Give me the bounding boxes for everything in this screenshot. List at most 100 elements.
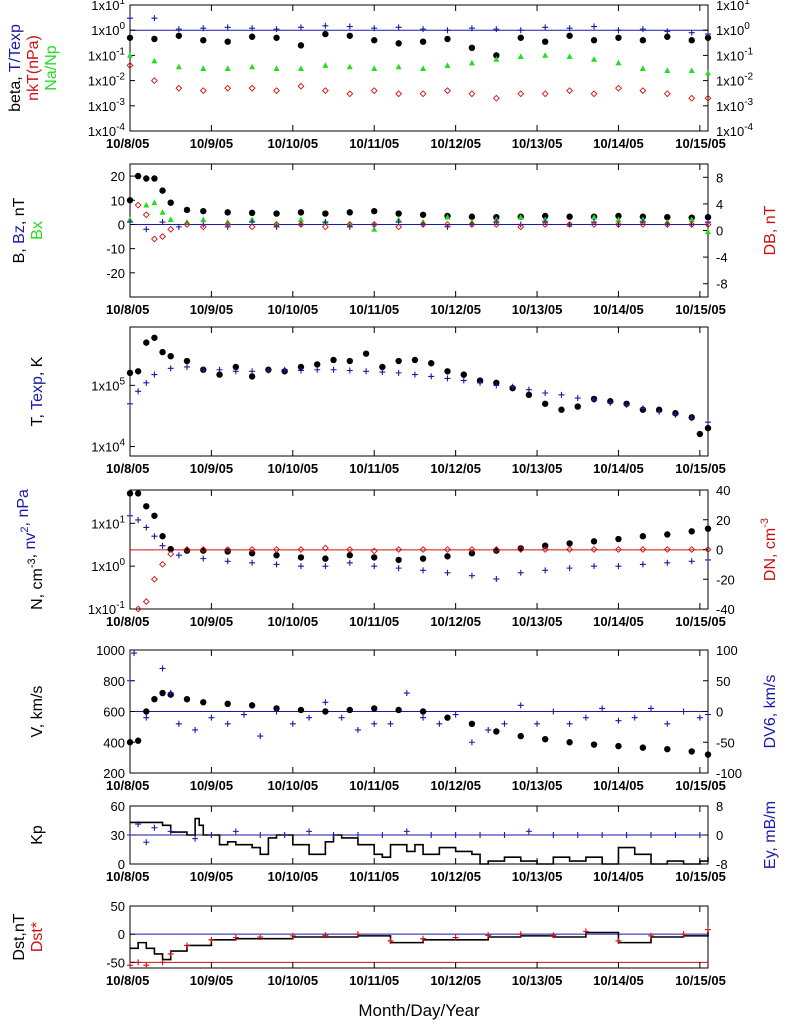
x-tick-label: 10/15/05 bbox=[675, 778, 726, 793]
x-tick-label: 10/9/05 bbox=[190, 973, 233, 988]
data-point bbox=[639, 87, 647, 95]
y-right-tick-label: 0 bbox=[716, 705, 723, 720]
data-point bbox=[200, 547, 207, 554]
data-point bbox=[485, 932, 492, 939]
data-point bbox=[517, 702, 524, 709]
series-blue bbox=[127, 512, 711, 583]
data-point bbox=[395, 556, 402, 564]
series-green bbox=[127, 52, 711, 76]
data-point bbox=[321, 223, 329, 231]
data-point bbox=[183, 206, 191, 214]
data-point bbox=[477, 832, 484, 838]
data-point bbox=[468, 739, 475, 746]
data-point bbox=[395, 357, 402, 365]
data-point bbox=[273, 26, 280, 33]
x-tick-label: 10/10/05 bbox=[268, 302, 319, 317]
data-point bbox=[257, 934, 264, 940]
data-point bbox=[143, 175, 150, 182]
data-point bbox=[199, 87, 207, 95]
y-tick-label: 1x10-2 bbox=[88, 72, 126, 89]
data-point bbox=[192, 835, 199, 842]
y-tick-label: 1x10-3 bbox=[88, 97, 126, 114]
data-point bbox=[493, 576, 500, 583]
data-point bbox=[696, 832, 703, 838]
data-point bbox=[468, 213, 476, 220]
data-point bbox=[151, 512, 158, 519]
data-point bbox=[321, 544, 329, 552]
data-point bbox=[183, 942, 190, 949]
data-point bbox=[492, 94, 500, 102]
data-point bbox=[639, 533, 647, 540]
data-point bbox=[183, 546, 191, 553]
data-point bbox=[297, 42, 305, 49]
y-right-tick-label: 0 bbox=[716, 224, 723, 239]
data-point bbox=[493, 56, 500, 62]
data-point bbox=[306, 828, 313, 835]
data-point bbox=[566, 25, 573, 32]
data-point bbox=[281, 366, 288, 373]
data-point bbox=[468, 221, 476, 228]
y-tick-label: -10 bbox=[106, 242, 125, 257]
data-point bbox=[183, 221, 191, 228]
y-axis-label-2: Bx bbox=[29, 221, 46, 240]
data-point bbox=[126, 369, 134, 377]
data-point bbox=[224, 546, 232, 553]
data-point bbox=[566, 546, 574, 553]
data-point bbox=[631, 714, 638, 721]
data-point bbox=[419, 221, 427, 228]
x-tick-label: 10/11/05 bbox=[349, 136, 399, 151]
y-tick-label: 1x105 bbox=[91, 376, 125, 393]
series-blue bbox=[127, 15, 711, 38]
x-tick-label: 10/15/05 bbox=[675, 136, 726, 151]
data-point bbox=[134, 490, 142, 497]
data-point bbox=[591, 56, 598, 62]
x-tick-label: 10/11/05 bbox=[349, 973, 399, 988]
x-tick-label: 10/9/05 bbox=[190, 778, 233, 793]
data-point bbox=[542, 567, 549, 574]
data-point bbox=[297, 706, 305, 714]
data-point bbox=[623, 401, 630, 408]
data-point bbox=[371, 25, 378, 32]
x-tick-label: 10/12/05 bbox=[430, 302, 481, 317]
data-point bbox=[248, 33, 256, 40]
data-point bbox=[663, 90, 671, 98]
data-point bbox=[159, 542, 166, 549]
data-point bbox=[151, 696, 158, 703]
data-point bbox=[639, 221, 647, 228]
data-point bbox=[134, 605, 142, 613]
data-point bbox=[249, 63, 256, 70]
x-tick-label: 10/9/05 bbox=[190, 461, 233, 476]
x-tick-label: 10/11/05 bbox=[349, 614, 399, 629]
data-point bbox=[143, 201, 150, 208]
data-point bbox=[248, 223, 256, 231]
data-point bbox=[273, 221, 280, 228]
data-point bbox=[444, 368, 451, 375]
data-point bbox=[541, 542, 549, 549]
data-point bbox=[541, 90, 549, 98]
x-tick-label: 10/15/05 bbox=[675, 869, 726, 884]
data-point bbox=[371, 554, 378, 561]
data-point bbox=[167, 690, 174, 697]
data-point bbox=[704, 34, 712, 41]
data-point bbox=[395, 63, 402, 70]
x-tick-label: 10/12/05 bbox=[430, 136, 481, 151]
data-point bbox=[175, 720, 182, 727]
data-point bbox=[175, 552, 182, 559]
data-point bbox=[705, 31, 711, 38]
data-point bbox=[468, 546, 476, 553]
x-tick-label: 10/10/05 bbox=[268, 973, 319, 988]
data-point bbox=[395, 546, 403, 553]
data-point bbox=[566, 540, 573, 547]
data-point bbox=[419, 555, 427, 562]
x-tick-label: 10/15/05 bbox=[675, 302, 726, 317]
y-tick-label: 50 bbox=[111, 899, 125, 914]
data-point bbox=[542, 52, 549, 58]
x-tick-label: 10/10/05 bbox=[268, 614, 319, 629]
x-tick-label: 10/15/05 bbox=[675, 614, 726, 629]
y-right-tick-label: 8 bbox=[716, 170, 723, 185]
data-point bbox=[175, 26, 182, 33]
data-point bbox=[493, 547, 500, 554]
data-point bbox=[297, 367, 304, 374]
data-point bbox=[346, 209, 354, 216]
